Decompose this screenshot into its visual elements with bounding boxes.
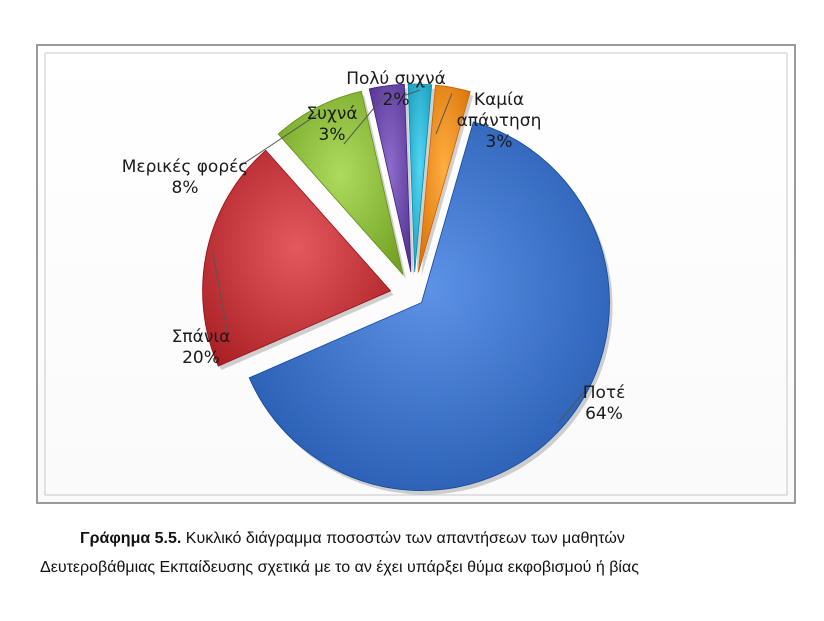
slice-category-label-1: Σπάνια	[172, 327, 231, 347]
leader-line-0	[558, 391, 585, 423]
pie-slice-3	[368, 83, 412, 273]
chart-frame-inner	[44, 52, 788, 496]
leader-line-4	[387, 89, 420, 102]
slice-value-label-4: 2%	[383, 90, 410, 110]
slice-value-label-5: 3%	[486, 132, 513, 152]
caption-line2: Δευτεροβάθμιας Εκπαίδευσης σχετικά με το…	[40, 559, 639, 576]
pie-slices	[202, 83, 613, 495]
leader-line-3	[343, 91, 388, 145]
caption-prefix: Γράφημα 5.5.	[80, 530, 182, 547]
pie-slice-0	[248, 121, 610, 491]
pie-slice-2	[277, 90, 404, 275]
slice-category-label-5: απάντηση	[457, 111, 542, 131]
slice-value-label-3: 3%	[319, 125, 346, 145]
leader-line-5	[435, 93, 453, 135]
slice-value-label-2: 8%	[172, 178, 199, 198]
slice-category-label-5: Καμία	[474, 90, 524, 110]
leader-line-1	[212, 251, 229, 337]
pie-slice-5	[418, 84, 471, 273]
chart-frame: Ποτέ 64% Σπάνια 20% Μερικές φορές 8% Συχνά 3% Πο…	[36, 44, 796, 504]
slice-category-label-3: Συχνά	[306, 104, 357, 124]
slice-value-label-1: 20%	[182, 348, 220, 368]
leader-lines	[212, 89, 585, 423]
figure-caption: Γράφημα 5.5. Κυκλικό διάγραμμα ποσοστών …	[40, 524, 800, 582]
pie-slice-1	[202, 149, 392, 367]
pie-slice-4	[407, 83, 433, 273]
slice-category-label-0: Ποτέ	[583, 383, 626, 403]
slice-category-label-2: Μερικές φορές	[122, 157, 249, 177]
leader-line-2	[239, 112, 321, 167]
slice-value-label-0: 64%	[585, 404, 623, 424]
caption-line1: Κυκλικό διάγραμμα ποσοστών των απαντήσεω…	[181, 530, 625, 547]
slice-category-label-4: Πολύ συχνά	[346, 69, 446, 89]
